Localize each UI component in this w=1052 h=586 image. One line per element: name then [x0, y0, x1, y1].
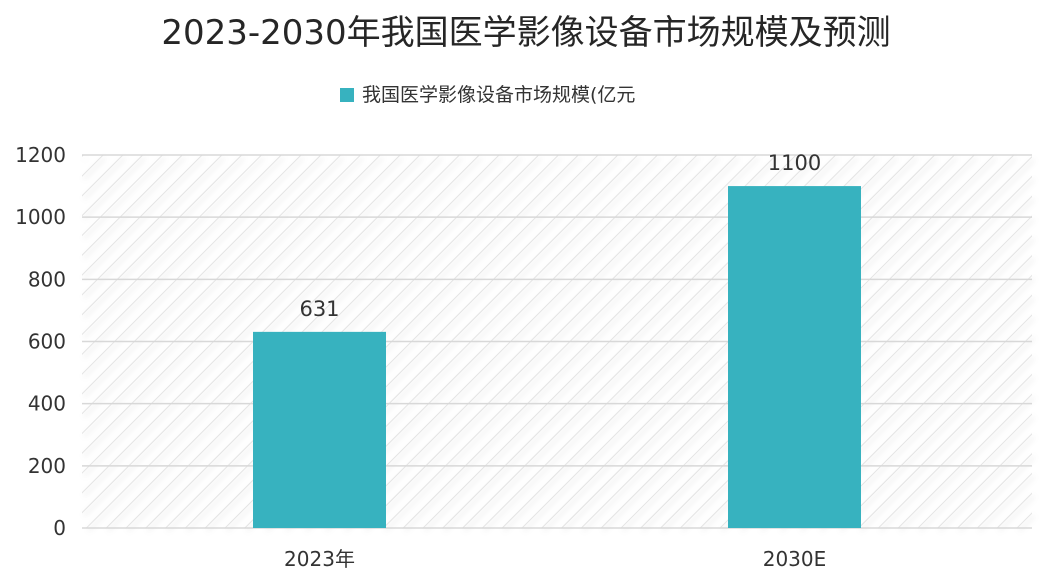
legend-label: 我国医学影像设备市场规模(亿元 [362, 84, 635, 106]
y-tick-label: 1000 [15, 205, 66, 229]
y-tick-label: 200 [28, 454, 66, 478]
y-tick-label: 800 [28, 267, 66, 291]
chart-title: 2023-2030年我国医学影像设备市场规模及预测 [161, 13, 890, 53]
bar [728, 186, 861, 529]
x-tick-label: 2023年 [284, 547, 355, 571]
gridlines [82, 154, 1032, 529]
data-labels: 631 1100 [299, 151, 821, 321]
data-label: 1100 [768, 151, 821, 175]
legend-swatch [340, 88, 354, 102]
legend: 我国医学影像设备市场规模(亿元 [340, 84, 635, 106]
y-axis: 0 200 400 600 800 1000 1200 [15, 143, 66, 540]
data-label: 631 [299, 297, 339, 321]
y-tick-label: 600 [28, 330, 66, 354]
y-tick-label: 1200 [15, 143, 66, 167]
bar [253, 331, 386, 528]
bars [253, 186, 861, 529]
y-tick-label: 0 [53, 516, 66, 540]
x-tick-label: 2030E [763, 547, 827, 571]
y-tick-label: 400 [28, 392, 66, 416]
x-axis: 2023年 2030E [284, 547, 826, 571]
